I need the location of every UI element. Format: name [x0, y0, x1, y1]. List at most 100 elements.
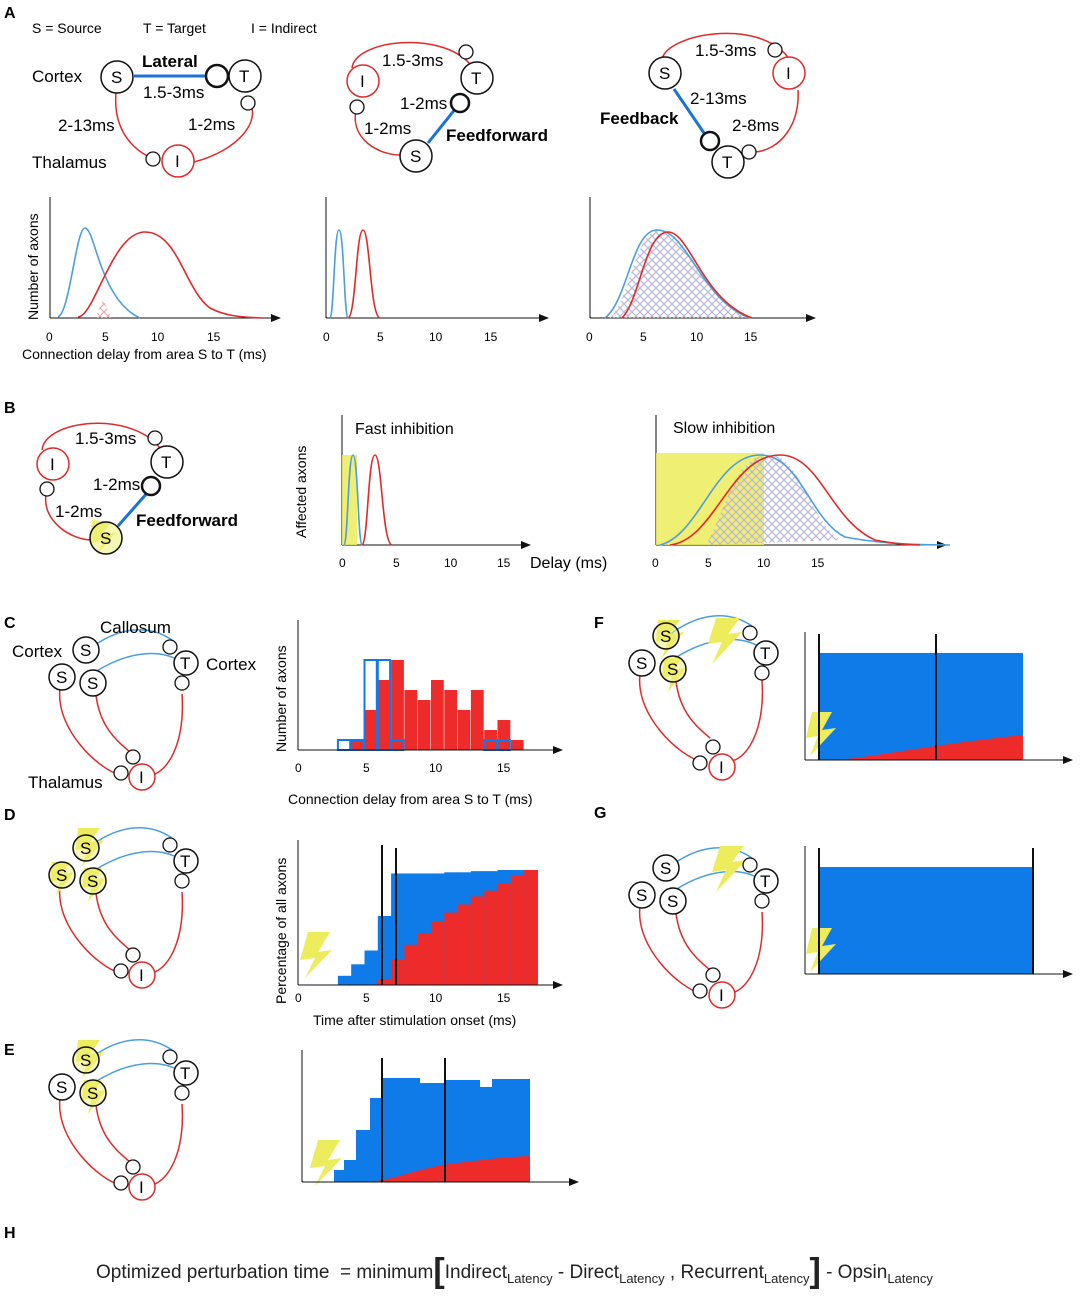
- tick-label: 0: [339, 556, 346, 570]
- ylabel: Percentage of all axons: [273, 858, 289, 1004]
- delay-label: 1-2ms: [93, 475, 140, 494]
- node-source-label: S: [410, 147, 421, 166]
- curve-indirect: [77, 231, 263, 319]
- node-target-label: T: [180, 852, 190, 871]
- histogram-bar-indirect: [510, 740, 524, 750]
- formula-comma: ,: [669, 1262, 676, 1283]
- histogram-bar-indirect: [444, 690, 458, 750]
- panel-label-B: B: [4, 400, 16, 417]
- tick-label: 15: [484, 330, 498, 344]
- lightning-icon: [806, 712, 836, 756]
- lightning-icon: [708, 618, 742, 664]
- tick-label: 15: [497, 991, 511, 1005]
- node-source-label: S: [636, 654, 647, 673]
- step-direct: [364, 950, 379, 985]
- tick-label: 15: [744, 330, 758, 344]
- label-feedback: Feedback: [600, 109, 679, 128]
- histogram-bar-indirect: [497, 720, 511, 750]
- formula-indirect: Indirect: [444, 1262, 508, 1283]
- formula-sub: Latency: [887, 1270, 933, 1286]
- chart-title: Slow inhibition: [673, 420, 775, 437]
- delay-label: 1-2ms: [364, 119, 411, 138]
- formula-recurrent: Recurrent: [680, 1262, 764, 1283]
- delay-label: 1-2ms: [400, 94, 447, 113]
- tick-label: 0: [295, 991, 302, 1005]
- step-direct: [391, 873, 405, 985]
- panel-label-E: E: [4, 1042, 15, 1059]
- legend-source: S = Source: [32, 20, 102, 36]
- ylabel: Number of axons: [273, 645, 289, 752]
- step-direct: [377, 916, 392, 985]
- lightning-icon: [806, 928, 836, 972]
- node-source-label: S: [667, 892, 678, 911]
- xlabel: Time after stimulation onset (ms): [313, 1012, 516, 1028]
- diagram-feedback: S I T 1.5-3ms 2-13ms 2-8ms Feedback: [600, 32, 806, 179]
- node-target-label: T: [239, 67, 249, 86]
- histogram-bar-indirect: [404, 690, 418, 750]
- node-source-label: S: [111, 68, 122, 87]
- tick-label: 15: [811, 556, 825, 570]
- chart-B-fast: Affected axons Fast inhibition 0 5 10 15…: [293, 415, 607, 572]
- node-source-label: S: [636, 886, 647, 905]
- panel-label-A: A: [4, 5, 16, 22]
- tick-label: 10: [429, 330, 443, 344]
- ylabel: Affected axons: [293, 446, 309, 538]
- histogram-bars: [336, 659, 524, 751]
- histogram-bar-indirect: [364, 710, 378, 750]
- label-feedforward: Feedforward: [136, 511, 238, 530]
- diagram-callosal-G: S S S T I: [628, 846, 779, 1009]
- chart-F: [804, 632, 1073, 764]
- chart-A-feedforward: 0 5 10 15: [323, 197, 549, 344]
- node-indirect-label: I: [139, 768, 144, 787]
- node-indirect-label: I: [175, 152, 180, 171]
- xlabel: Delay (ms): [530, 555, 607, 572]
- xlabel: Connection delay from area S to T (ms): [22, 346, 267, 362]
- node-target-label: T: [161, 453, 171, 472]
- delay-label: 1.5-3ms: [695, 41, 756, 60]
- tick-label: 0: [46, 330, 53, 344]
- area-indirect: [836, 735, 1023, 760]
- delay-label: 1.5-3ms: [143, 83, 204, 102]
- node-indirect-label: I: [139, 966, 144, 985]
- node-source-label: S: [667, 660, 678, 679]
- node-source-label: S: [56, 1078, 67, 1097]
- node-source-label: S: [660, 859, 671, 878]
- xlabel: Connection delay from area S to T (ms): [288, 791, 533, 807]
- chart-B-slow: Slow inhibition 0 5 10 15: [652, 415, 951, 570]
- step-direct: [351, 964, 365, 985]
- step-indirect: [510, 875, 525, 985]
- tick-label: 5: [377, 330, 384, 344]
- formula-sub: Latency: [619, 1270, 665, 1286]
- tick-label: 5: [102, 330, 109, 344]
- legend-indirect: I = Indirect: [251, 20, 317, 36]
- formula-eq: = minimum: [339, 1262, 434, 1283]
- area-direct: [819, 867, 1033, 974]
- label-cortex: Cortex: [12, 642, 63, 661]
- node-target-label: T: [760, 644, 770, 663]
- legend-target: T = Target: [143, 20, 206, 36]
- step-indirect: [391, 959, 405, 985]
- step-direct: [337, 975, 352, 985]
- diagram-callosal-F: S S S T I: [628, 615, 779, 781]
- label-thalamus: Thalamus: [28, 773, 103, 792]
- node-indirect-label: I: [719, 758, 724, 777]
- node-source-label: S: [56, 866, 67, 885]
- formula-sub: Latency: [763, 1270, 810, 1286]
- tick-label: 10: [690, 330, 704, 344]
- step-indirect: [484, 890, 498, 985]
- label-thalamus: Thalamus: [32, 153, 107, 172]
- tick-label: 5: [393, 556, 400, 570]
- step-indirect: [377, 979, 392, 985]
- tick-label: 0: [295, 761, 302, 775]
- node-indirect: [161, 144, 195, 178]
- node-target-label: T: [180, 654, 190, 673]
- node-indirect-label: I: [719, 986, 724, 1005]
- node-source-label: S: [80, 641, 91, 660]
- tick-label: 10: [444, 556, 458, 570]
- lightning-icon: [712, 846, 746, 892]
- tick-label: 5: [640, 330, 647, 344]
- step-indirect: [470, 896, 485, 985]
- step-indirect: [404, 944, 419, 985]
- chart-title: Fast inhibition: [355, 421, 454, 438]
